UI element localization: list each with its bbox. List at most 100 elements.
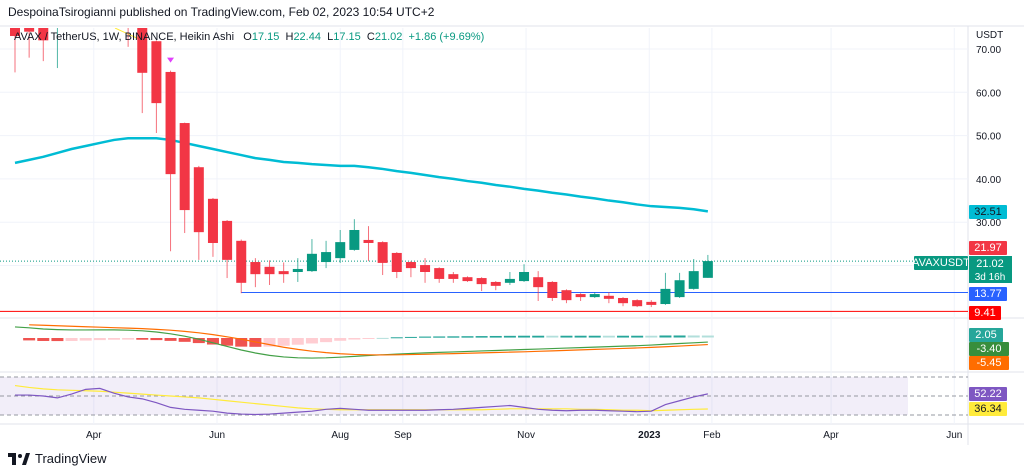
candle-body xyxy=(335,242,346,259)
x-tick-label: 2023 xyxy=(638,430,661,441)
macd-histogram-bar xyxy=(447,336,460,338)
macd-hist-label: 2.05 xyxy=(975,329,996,341)
macd-value-label: -3.40 xyxy=(976,343,1001,355)
candle-body xyxy=(448,274,459,279)
y-tick-label: 30.00 xyxy=(976,218,1001,229)
macd-histogram-bar xyxy=(518,335,531,338)
symbol-price-tag-bg xyxy=(914,256,968,270)
macd-histogram-bar xyxy=(150,338,163,341)
y-tick-label: 70.00 xyxy=(976,45,1001,56)
macd-signal-line xyxy=(29,324,708,356)
macd-histogram-bar xyxy=(305,338,318,344)
high-value: 22.44 xyxy=(293,31,321,43)
macd-histogram-bar xyxy=(93,338,106,341)
macd-histogram-bar xyxy=(291,338,304,345)
high-price-label-bg xyxy=(969,241,1007,255)
support-level-label: 13.77 xyxy=(974,288,1002,300)
candle-body xyxy=(250,262,261,275)
macd-histogram-bar xyxy=(631,335,644,338)
candle-body xyxy=(123,0,133,19)
macd-histogram-bar xyxy=(79,338,92,341)
symbol-title[interactable]: AVAX / TetherUS, 1W, BINANCE, Heikin Ash… xyxy=(14,31,235,43)
macd-histogram-bar xyxy=(546,335,559,338)
candle-body xyxy=(292,268,303,272)
macd-histogram-bar xyxy=(588,335,601,338)
y-tick-label: 40.00 xyxy=(976,175,1001,186)
macd-histogram-bar xyxy=(404,336,417,338)
macd-value-label-bg xyxy=(969,342,1009,356)
macd-histogram-bar xyxy=(164,338,177,341)
macd-histogram-bar xyxy=(277,338,290,346)
last-price-label: 21.02 xyxy=(976,258,1004,270)
candle-body xyxy=(377,242,388,263)
candle-body xyxy=(618,297,629,304)
high-label: H xyxy=(285,31,294,43)
macd-histogram-bar xyxy=(701,335,714,338)
macd-histogram-bar xyxy=(178,338,191,342)
open-value: 17.15 xyxy=(251,31,280,43)
close-label: C xyxy=(366,31,375,43)
rsi-ma-label-bg xyxy=(969,402,1007,416)
macd-histogram-bar xyxy=(65,338,78,341)
y-tick-label: 60.00 xyxy=(976,88,1001,99)
macd-hist-label-bg xyxy=(969,328,1003,342)
candle-body xyxy=(236,240,247,283)
macd-histogram-bar xyxy=(334,338,347,341)
candle-body xyxy=(109,0,119,6)
low-value: 17.15 xyxy=(333,31,361,43)
y-tick-label: 50.00 xyxy=(976,132,1001,143)
candle-body xyxy=(504,278,515,283)
candle-body xyxy=(575,294,586,298)
candle-body xyxy=(363,239,374,243)
countdown-label: 3d 16h xyxy=(975,272,1006,283)
macd-histogram-bar xyxy=(560,335,573,338)
x-tick-label: Aug xyxy=(331,430,349,441)
candle-body xyxy=(264,266,275,275)
tradingview-logo-icon xyxy=(8,452,30,465)
macd-histogram-bar xyxy=(489,335,502,338)
moving-average-line xyxy=(14,136,709,213)
candle-body xyxy=(193,167,204,233)
brand-name: TradingView xyxy=(35,451,107,466)
symbol-legend: AVAX / TetherUS, 1W, BINANCE, Heikin Ash… xyxy=(14,31,484,43)
symbol-price-tag: AVAXUSDT xyxy=(912,257,970,269)
macd-histogram-bar xyxy=(673,335,686,338)
candle-body xyxy=(476,278,487,285)
macd-histogram-bar xyxy=(687,335,700,338)
level-label: 9.41 xyxy=(974,307,995,319)
change-value: +1.86 (+9.69%) xyxy=(408,31,485,43)
macd-histogram-bar xyxy=(320,338,333,343)
macd-histogram-bar xyxy=(136,338,149,340)
candle-body xyxy=(179,123,190,211)
candle-body xyxy=(646,301,657,305)
candle-body xyxy=(151,41,162,104)
macd-histogram-bar xyxy=(390,337,403,339)
macd-histogram-bar xyxy=(433,336,446,338)
candle-body xyxy=(434,268,445,279)
open-label: O xyxy=(243,31,252,43)
candle-body xyxy=(278,271,289,275)
macd-histogram-bar xyxy=(645,335,658,338)
macd-histogram-bar xyxy=(221,338,234,346)
macd-histogram-bar xyxy=(23,338,36,341)
close-value: 21.02 xyxy=(374,31,403,43)
candle-body xyxy=(24,28,35,32)
candle-body xyxy=(462,277,473,282)
footer: TradingView xyxy=(8,451,107,466)
ma-price-label-bg xyxy=(969,205,1007,219)
high-price-label: 21.97 xyxy=(974,242,1002,254)
candle-body xyxy=(674,280,685,298)
candle-body xyxy=(547,281,558,298)
macd-histogram-bar xyxy=(348,338,361,340)
macd-signal-label: -5.45 xyxy=(976,357,1001,369)
macd-histogram-bar xyxy=(617,335,630,338)
price-pane xyxy=(0,0,968,312)
low-label: L xyxy=(327,31,334,43)
candle-body xyxy=(207,198,218,243)
macd-histogram-bar xyxy=(362,338,375,339)
candle-body xyxy=(391,252,402,272)
x-tick-label: Apr xyxy=(86,430,102,441)
macd-histogram-bar xyxy=(37,338,50,341)
candle-body xyxy=(321,252,332,263)
